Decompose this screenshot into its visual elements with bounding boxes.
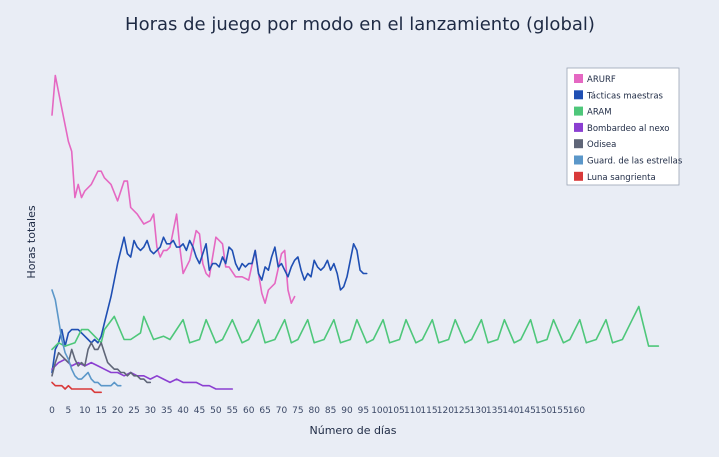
x-tick-label: 20 [112,406,124,416]
legend-label-2: ARAM [587,108,612,118]
x-axis-ticks: 0 5 10 15 20 25 30 35 40 45 50 55 60 65 70 75 80 85 90 95 10… [49,406,585,416]
legend-swatch-3 [574,122,583,132]
x-tick-label: 45 [194,406,205,416]
x-tick-label: 125 [453,406,470,416]
legend-label-3: Bombardeo al nexo [587,124,670,134]
legend-swatch-0 [574,74,583,83]
x-tick-label: 70 [276,406,288,416]
x-tick-label: 35 [161,406,172,416]
x-tick-label: 30 [145,406,157,416]
series-line-4 [51,341,152,384]
x-tick-label: 160 [568,406,585,416]
chart-title: Horas de juego por modo en el lanzamient… [125,14,595,35]
x-tick-label: 15 [95,406,106,416]
series-line-5 [51,289,122,387]
x-tick-label: 145 [519,406,536,416]
legend-box [566,67,680,186]
x-tick-label: 40 [177,406,189,416]
x-tick-label: 25 [128,406,139,416]
legend-label-5: Guard. de las estrellas [587,157,683,167]
legend: ARURF Tácticas maestras ARAM Bombardeo al n… [566,67,683,186]
legend-label-0: ARURF [587,75,616,85]
x-tick-label: 120 [437,406,454,416]
x-tick-label: 115 [420,406,437,416]
x-tick-label: 90 [341,406,353,416]
plot-area [51,74,660,394]
x-tick-label: 50 [210,406,222,416]
x-axis-label: Número de días [310,424,397,437]
x-tick-label: 80 [308,406,320,416]
legend-label-1: Tácticas maestras [586,91,664,101]
x-tick-label: 0 [49,406,55,416]
x-tick-label: 55 [227,406,238,416]
x-tick-label: 60 [243,406,255,416]
x-tick-label: 150 [535,406,552,416]
legend-swatch-5 [574,155,583,165]
x-tick-label: 10 [79,406,91,416]
legend-label-4: Odisea [587,140,616,150]
x-tick-label: 65 [259,406,270,416]
x-tick-label: 155 [552,406,569,416]
x-tick-label: 95 [358,406,369,416]
series-line-1 [51,236,368,374]
x-tick-label: 110 [404,406,421,416]
legend-swatch-2 [574,106,583,116]
legend-swatch-4 [574,139,583,149]
x-tick-label: 130 [470,406,487,416]
x-tick-label: 135 [486,406,503,416]
x-tick-label: 100 [371,406,388,416]
legend-swatch-1 [574,90,583,100]
x-tick-label: 75 [292,406,303,416]
x-tick-label: 85 [325,406,336,416]
x-tick-label: 140 [502,406,519,416]
legend-label-6: Luna sangrienta [587,173,656,183]
x-tick-label: 5 [66,406,72,416]
y-axis-label: Horas totales [25,205,38,278]
legend-swatch-6 [574,171,583,181]
series-line-2 [51,305,660,351]
series-line-0 [51,74,296,305]
series-line-3 [51,358,234,390]
series-line-6 [51,381,102,394]
x-tick-label: 105 [388,406,405,416]
